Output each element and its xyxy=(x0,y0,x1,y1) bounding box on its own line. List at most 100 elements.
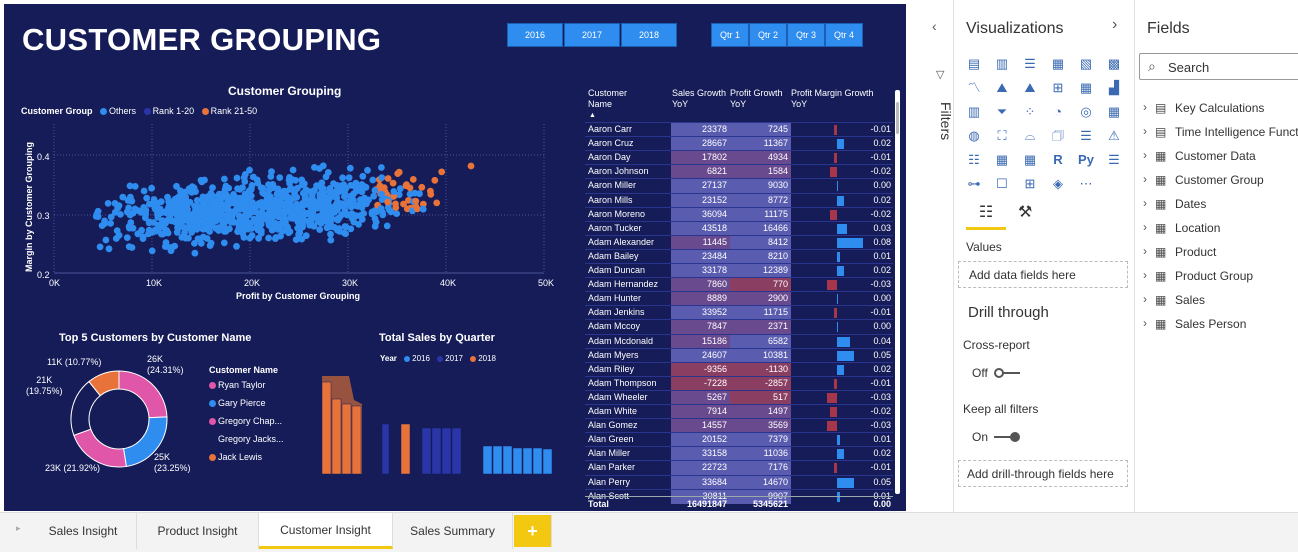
quarter-bar[interactable] xyxy=(421,427,432,475)
table-row[interactable]: Alan Parker 22723 7176 -0.01 xyxy=(585,460,893,476)
field-table-item[interactable]: Dates xyxy=(1175,197,1207,211)
table-row[interactable]: Alan Miller 33158 11036 0.02 xyxy=(585,446,893,462)
scatter-chart[interactable] xyxy=(4,4,906,511)
table-row[interactable]: Adam Wheeler 5267 517 -0.03 xyxy=(585,389,893,405)
table-row[interactable]: Aaron Tucker 43518 16466 0.03 xyxy=(585,220,893,236)
year-slicer-2016[interactable]: 2016 xyxy=(507,23,563,47)
field-table-item[interactable]: Customer Data xyxy=(1175,149,1256,163)
decomposition-tree-icon[interactable]: ⊶ xyxy=(967,176,981,191)
quarter-bar[interactable] xyxy=(341,403,352,475)
matrix-icon[interactable]: ▦ xyxy=(1023,152,1037,167)
field-expand-icon[interactable]: › xyxy=(1143,292,1147,306)
field-expand-icon[interactable]: › xyxy=(1143,148,1147,162)
tab-sales-insight[interactable]: Sales Insight xyxy=(30,513,137,549)
quarter-bar[interactable] xyxy=(492,445,503,475)
field-expand-icon[interactable]: › xyxy=(1143,172,1147,186)
table-row[interactable]: Adam Mcdonald 15186 6582 0.04 xyxy=(585,333,893,349)
field-expand-icon[interactable]: › xyxy=(1143,220,1147,234)
quarter-bar[interactable] xyxy=(522,447,533,475)
field-expand-icon[interactable]: › xyxy=(1143,244,1147,258)
search-input[interactable]: Search xyxy=(1168,60,1210,75)
table-row[interactable]: Adam Riley -9356 -1130 0.02 xyxy=(585,361,893,377)
card-icon[interactable]: 🗇 xyxy=(1051,128,1065,143)
more-visuals-icon[interactable]: ⋯ xyxy=(1079,176,1093,191)
expand-right-icon[interactable]: › xyxy=(1112,16,1118,33)
table-scrollbar[interactable] xyxy=(895,90,900,494)
table-row[interactable]: Adam Bailey 23484 8210 0.01 xyxy=(585,248,893,264)
tab-sales-summary[interactable]: Sales Summary xyxy=(393,513,513,549)
table-row[interactable]: Aaron Day 17802 4934 -0.01 xyxy=(585,150,893,166)
field-table-item[interactable]: Customer Group xyxy=(1175,173,1264,187)
field-expand-icon[interactable]: › xyxy=(1143,196,1147,210)
slicer-icon[interactable]: ☷ xyxy=(968,152,980,167)
filled-map-icon[interactable]: ⛶ xyxy=(997,128,1007,143)
line-chart-icon[interactable]: 〽 xyxy=(967,80,981,95)
table-header-0[interactable]: Customer Name xyxy=(588,88,628,109)
field-table-item[interactable]: Product xyxy=(1175,245,1217,259)
year-slicer-2017[interactable]: 2017 xyxy=(564,23,620,47)
stacked-column-icon[interactable]: ▥ xyxy=(995,56,1009,71)
quarter-bar[interactable] xyxy=(482,445,493,475)
table-icon[interactable]: ▦ xyxy=(995,152,1009,167)
table-row[interactable]: Aaron Miller 27137 9030 0.00 xyxy=(585,178,893,194)
table-row[interactable]: Adam Hunter 8889 2900 0.00 xyxy=(585,291,893,307)
values-drop-zone[interactable]: Add data fields here xyxy=(958,261,1128,288)
kpi-icon[interactable]: ⚠ xyxy=(1108,128,1120,143)
donut-slice[interactable] xyxy=(73,428,127,468)
multirow-card-icon[interactable]: ☰ xyxy=(1080,128,1092,143)
field-table-item[interactable]: Time Intelligence Funct xyxy=(1175,125,1298,139)
donut-legend-item[interactable]: Ryan Taylor xyxy=(209,380,265,390)
table-row[interactable]: Adam Duncan 33178 12389 0.02 xyxy=(585,263,893,278)
table-row[interactable]: Adam White 7914 1497 -0.02 xyxy=(585,404,893,419)
table-row[interactable]: Adam Alexander 11445 8412 0.08 xyxy=(585,234,893,250)
area-chart-icon[interactable]: ⛰ xyxy=(996,80,1008,95)
stacked-bar-icon[interactable]: ▤ xyxy=(967,56,981,71)
collapse-left-icon[interactable]: ‹ xyxy=(932,18,937,34)
fields-well-icon[interactable]: ☷ xyxy=(966,202,1006,230)
line-column-icon[interactable]: ⊞ xyxy=(1052,80,1064,95)
donut-icon[interactable]: ◎ xyxy=(1080,104,1092,119)
format-paint-icon[interactable]: ⚒ xyxy=(1018,204,1033,221)
table-row[interactable]: Aaron Mills 23152 8772 0.02 xyxy=(585,192,893,208)
donut-slice[interactable] xyxy=(88,370,120,397)
table-header-3[interactable]: Profit Margin Growth YoY xyxy=(791,88,874,109)
table-row[interactable]: Adam Hernandez 7860 770 -0.03 xyxy=(585,277,893,293)
treemap-icon[interactable]: ▦ xyxy=(1107,104,1121,119)
stacked-area-icon[interactable]: ⛰ xyxy=(1024,80,1036,95)
cross-report-toggle[interactable] xyxy=(994,368,1022,378)
donut-legend-item[interactable]: Jack Lewis xyxy=(209,452,262,462)
field-table-item[interactable]: Product Group xyxy=(1175,269,1254,283)
r-visual-icon[interactable]: R xyxy=(1053,152,1063,167)
field-table-item[interactable]: Location xyxy=(1175,221,1221,235)
quarter-bar[interactable] xyxy=(351,405,362,475)
quarter-bar[interactable] xyxy=(542,448,553,475)
field-expand-icon[interactable]: › xyxy=(1143,100,1147,114)
donut-legend-item[interactable]: Gary Pierce xyxy=(209,398,266,408)
table-scroll-thumb[interactable] xyxy=(896,102,899,134)
quarter-bar[interactable] xyxy=(502,445,513,475)
quarter-bar[interactable] xyxy=(400,423,411,475)
ribbon-chart-icon[interactable]: ▟ xyxy=(1109,80,1119,95)
quarter-bar[interactable] xyxy=(441,427,452,475)
quarter-bar[interactable] xyxy=(381,423,390,475)
scatter-icon[interactable]: ⁘ xyxy=(1024,104,1036,119)
table-row[interactable]: Alan Perry 33684 14670 0.05 xyxy=(585,474,893,490)
quarter-bar[interactable] xyxy=(451,427,462,475)
field-table-item[interactable]: Sales xyxy=(1175,293,1206,307)
quarter-bar[interactable] xyxy=(331,398,342,475)
field-expand-icon[interactable]: › xyxy=(1143,316,1147,330)
table-row[interactable]: Adam Thompson -7228 -2857 -0.01 xyxy=(585,375,893,391)
funnel-icon[interactable]: ⏷ xyxy=(996,104,1008,119)
clustered-column-icon[interactable]: ▦ xyxy=(1051,56,1065,71)
pie-icon[interactable]: ◔ xyxy=(1054,104,1062,119)
field-table-item[interactable]: Key Calculations xyxy=(1175,101,1265,115)
gauge-icon[interactable]: ⌓ xyxy=(1024,128,1036,143)
quarter-bar[interactable] xyxy=(532,447,543,475)
donut-slice[interactable] xyxy=(118,370,168,419)
table-header-1[interactable]: Sales Growth YoY xyxy=(672,88,727,109)
table-row[interactable]: Adam Jenkins 33952 11715 -0.01 xyxy=(585,305,893,321)
key-influencers-icon[interactable]: ☰ xyxy=(1108,152,1120,167)
donut-legend-item[interactable]: Gregory Jacks... xyxy=(209,434,284,444)
smart-narrative-icon[interactable]: ⊞ xyxy=(1024,176,1036,191)
field-expand-icon[interactable]: › xyxy=(1143,268,1147,282)
